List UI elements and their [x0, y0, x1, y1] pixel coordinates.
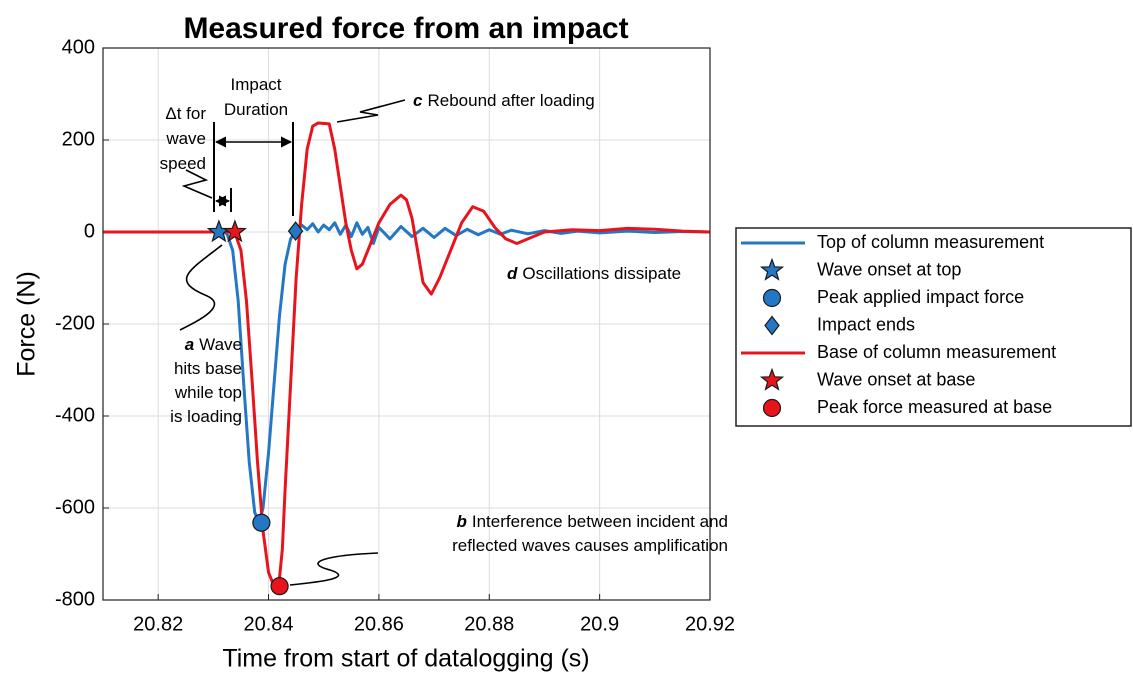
- x-tick-label: 20.9: [580, 613, 619, 635]
- annotation-shapes: [179, 99, 406, 586]
- grid: -800 -600 -400 -200 0 200 400 20.82 20.84 20.86 20…: [55, 36, 735, 635]
- annotation: reflected waves causes amplification: [452, 536, 728, 555]
- legend: Top of column measurement Wave onset at t…: [741, 232, 1056, 418]
- annotation-text: Interference between incident and: [472, 512, 728, 531]
- squiggle: [289, 552, 379, 586]
- annotation: wave: [165, 129, 206, 148]
- legend-label: Wave onset at top: [817, 259, 961, 279]
- annotation-text: while top: [174, 383, 242, 402]
- annotation: c Rebound after loading: [413, 91, 595, 110]
- annotation: a Wave: [185, 335, 242, 354]
- annotation-text: is loading: [170, 407, 242, 426]
- annotation: hits base: [174, 359, 242, 378]
- squiggle: [336, 99, 406, 123]
- legend-box: [735, 227, 1132, 427]
- annotation-text: Δt for: [165, 104, 206, 123]
- plot-frame: [102, 47, 711, 601]
- y-tick-label: -600: [55, 496, 95, 518]
- legend-label: Top of column measurement: [817, 232, 1044, 252]
- annotation: Duration: [224, 100, 288, 119]
- annotation-letter: b: [456, 512, 466, 531]
- y-tick-label: -200: [55, 312, 95, 334]
- annotations: Δt for wave speed Impact Duration c Rebound af…: [160, 75, 728, 555]
- annotation-letter: c: [413, 91, 423, 110]
- x-tick-label: 20.84: [244, 613, 294, 635]
- line-series: [103, 121, 711, 588]
- annotation-letter: d: [507, 264, 518, 283]
- legend-label: Peak applied impact force: [817, 287, 1024, 307]
- annotation: while top: [174, 383, 242, 402]
- legend-label: Peak force measured at base: [817, 397, 1052, 417]
- y-tick-label: 400: [62, 36, 95, 58]
- y-tick-label: 200: [62, 128, 95, 150]
- squiggle: [181, 169, 213, 199]
- annotation-text: reflected waves causes amplification: [452, 536, 728, 555]
- annotation-text: Impact: [230, 75, 281, 94]
- y-tick-label: 0: [84, 220, 95, 242]
- star-marker: [759, 257, 785, 281]
- annotation: Impact: [230, 75, 281, 94]
- squiggle: [179, 244, 223, 331]
- diamond-marker: [287, 221, 304, 242]
- annotation: Δt for: [165, 104, 206, 123]
- circle-marker: [270, 577, 289, 596]
- legend-label: Impact ends: [817, 314, 915, 334]
- circle-marker: [762, 288, 782, 308]
- annotation-text: Wave: [199, 335, 242, 354]
- annotation-text: speed: [160, 154, 206, 173]
- legend-label: Base of column measurement: [817, 342, 1056, 362]
- x-tick-label: 20.86: [354, 613, 404, 635]
- legend-label: Wave onset at base: [817, 369, 975, 389]
- annotation: d Oscillations dissipate: [507, 264, 681, 283]
- y-tick-label: -400: [55, 404, 95, 426]
- annotation-text: hits base: [174, 359, 242, 378]
- star-marker: [222, 219, 247, 243]
- plot: [103, 121, 711, 596]
- diamond-marker: [764, 315, 780, 336]
- annotation-text: Duration: [224, 100, 288, 119]
- annotation-text: Rebound after loading: [427, 91, 594, 110]
- annotation: is loading: [170, 407, 242, 426]
- chart-title: Measured force from an impact: [183, 12, 628, 45]
- annotation-text: Oscillations dissipate: [522, 264, 681, 283]
- annotation: speed: [160, 154, 206, 173]
- circle-marker: [762, 398, 782, 418]
- x-tick-label: 20.82: [133, 613, 183, 635]
- annotation-letter: a: [185, 335, 194, 354]
- x-tick-label: 20.88: [464, 613, 514, 635]
- circle-marker: [252, 513, 271, 532]
- y-tick-label: -800: [55, 588, 95, 610]
- annotation-text: wave: [165, 129, 206, 148]
- star-marker: [206, 219, 231, 243]
- y-axis-label: Force (N): [13, 271, 41, 377]
- x-tick-label: 20.92: [685, 613, 735, 635]
- x-axis-label: Time from start of datalogging (s): [222, 645, 589, 673]
- star-marker: [759, 367, 785, 391]
- annotation: b Interference between incident and: [456, 512, 728, 531]
